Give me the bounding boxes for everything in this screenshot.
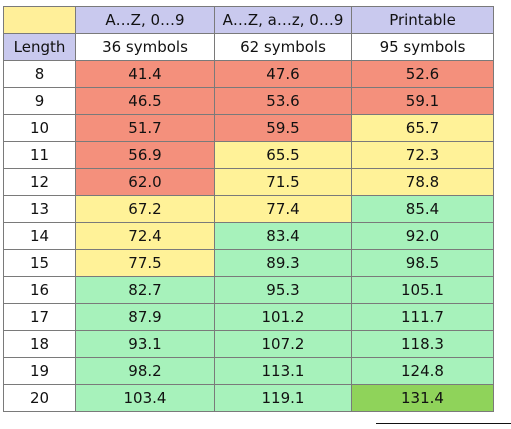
length-cell: 10: [3, 114, 76, 142]
value-cell: 124.8: [351, 357, 494, 385]
value-cell: 118.3: [351, 330, 494, 358]
table-row: 8 41.4 47.6 52.6: [3, 60, 494, 88]
value-cell: 65.7: [351, 114, 494, 142]
header-printable: Printable: [351, 6, 494, 34]
value-cell: 72.3: [351, 141, 494, 169]
value-cell: 107.2: [214, 330, 352, 358]
value-cell: 92.0: [351, 222, 494, 250]
value-cell: 77.4: [214, 195, 352, 223]
value-cell: 56.9: [75, 141, 215, 169]
table-row: 12 62.0 71.5 78.8: [3, 168, 494, 196]
value-cell: 83.4: [214, 222, 352, 250]
table-row: 17 87.9 101.2 111.7: [3, 303, 494, 331]
length-cell: 8: [3, 60, 76, 88]
value-cell: 52.6: [351, 60, 494, 88]
symbols-62: 62 symbols: [214, 33, 352, 61]
subheader-row: Length 36 symbols 62 symbols 95 symbols: [3, 33, 494, 61]
table-row: 9 46.5 53.6 59.1: [3, 87, 494, 115]
table-row: 14 72.4 83.4 92.0: [3, 222, 494, 250]
table-row: 20 103.4 119.1 131.4: [3, 384, 494, 412]
value-cell: 67.2: [75, 195, 215, 223]
length-cell: 12: [3, 168, 76, 196]
value-cell: 103.4: [75, 384, 215, 412]
value-cell: 72.4: [75, 222, 215, 250]
table-row: 15 77.5 89.3 98.5: [3, 249, 494, 277]
value-cell: 41.4: [75, 60, 215, 88]
table-row: 13 67.2 77.4 85.4: [3, 195, 494, 223]
table-row: 11 56.9 65.5 72.3: [3, 141, 494, 169]
length-cell: 14: [3, 222, 76, 250]
length-header: Length: [3, 33, 76, 61]
value-cell: 111.7: [351, 303, 494, 331]
value-cell: 95.3: [214, 276, 352, 304]
header-alnum-upper: A…Z, 0…9: [75, 6, 215, 34]
value-cell: 105.1: [351, 276, 494, 304]
value-cell: 47.6: [214, 60, 352, 88]
table-row: 19 98.2 113.1 124.8: [3, 357, 494, 385]
value-cell: 93.1: [75, 330, 215, 358]
value-cell: 87.9: [75, 303, 215, 331]
value-cell: 98.5: [351, 249, 494, 277]
table-row: 10 51.7 59.5 65.7: [3, 114, 494, 142]
table-row: 16 82.7 95.3 105.1: [3, 276, 494, 304]
entropy-table-container: A…Z, 0…9 A…Z, a…z, 0…9 Printable Length …: [3, 6, 494, 412]
value-cell: 59.1: [351, 87, 494, 115]
value-cell: 98.2: [75, 357, 215, 385]
value-cell: 71.5: [214, 168, 352, 196]
header-alnum-mixed: A…Z, a…z, 0…9: [214, 6, 352, 34]
value-cell: 113.1: [214, 357, 352, 385]
value-cell: 46.5: [75, 87, 215, 115]
length-cell: 16: [3, 276, 76, 304]
length-cell: 9: [3, 87, 76, 115]
value-cell: 82.7: [75, 276, 215, 304]
value-cell: 53.6: [214, 87, 352, 115]
length-cell: 13: [3, 195, 76, 223]
table-row: 18 93.1 107.2 118.3: [3, 330, 494, 358]
length-cell: 11: [3, 141, 76, 169]
symbols-36: 36 symbols: [75, 33, 215, 61]
value-cell: 59.5: [214, 114, 352, 142]
value-cell: 85.4: [351, 195, 494, 223]
corner-cell: [3, 6, 76, 34]
bottom-rule: [376, 423, 511, 424]
length-cell: 19: [3, 357, 76, 385]
length-cell: 15: [3, 249, 76, 277]
value-cell: 119.1: [214, 384, 352, 412]
symbols-95: 95 symbols: [351, 33, 494, 61]
value-cell: 77.5: [75, 249, 215, 277]
length-cell: 17: [3, 303, 76, 331]
header-row: A…Z, 0…9 A…Z, a…z, 0…9 Printable: [3, 6, 494, 34]
value-cell: 51.7: [75, 114, 215, 142]
value-cell: 78.8: [351, 168, 494, 196]
value-cell: 65.5: [214, 141, 352, 169]
value-cell: 89.3: [214, 249, 352, 277]
value-cell: 62.0: [75, 168, 215, 196]
length-cell: 20: [3, 384, 76, 412]
entropy-table: A…Z, 0…9 A…Z, a…z, 0…9 Printable Length …: [3, 6, 494, 412]
length-cell: 18: [3, 330, 76, 358]
value-cell: 101.2: [214, 303, 352, 331]
value-cell-highlight: 131.4: [351, 384, 494, 412]
